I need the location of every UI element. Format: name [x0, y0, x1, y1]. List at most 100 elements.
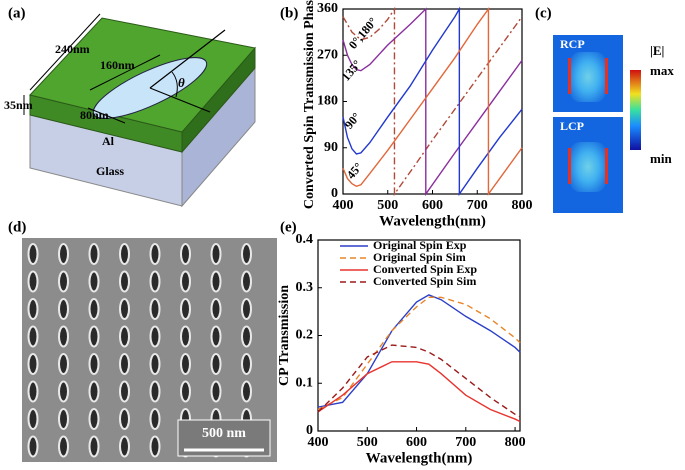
y-axis-label: CP Transmission	[277, 285, 292, 386]
nanohole	[58, 435, 69, 458]
nanohole	[180, 270, 191, 293]
nanohole	[210, 270, 222, 293]
nanohole	[88, 325, 100, 348]
dimension-label: 160nm	[100, 58, 135, 72]
nanohole	[58, 408, 69, 430]
nanohole	[149, 353, 161, 375]
nanohole	[27, 408, 39, 430]
nanohole	[27, 435, 39, 458]
x-tick-label: 500	[377, 198, 398, 213]
nanohole	[27, 298, 39, 320]
nanohole	[88, 243, 100, 265]
field-hotspot	[605, 58, 608, 94]
nanohole	[58, 380, 69, 403]
nanohole	[58, 298, 69, 320]
plot-frame	[342, 8, 523, 195]
nanohole	[149, 270, 161, 293]
map-label: RCP	[560, 37, 585, 51]
nanohole	[88, 435, 100, 458]
nanohole	[180, 353, 191, 375]
x-tick-label: 400	[333, 198, 354, 213]
y-tick-label: 0.1	[296, 375, 314, 390]
chart: 0 90 180 270 360 400 500 600 700 800 Wavelength(nm…	[302, 0, 532, 229]
nanohole	[88, 298, 100, 320]
colorbar-title: |E|	[650, 43, 664, 58]
nanohole	[210, 325, 222, 348]
x-tick-label: 600	[422, 198, 443, 213]
panel-label: (a)	[8, 5, 26, 21]
y-tick-label: 0	[306, 423, 313, 438]
series-line	[342, 7, 523, 197]
dimension-line	[89, 54, 161, 91]
nanohole	[149, 243, 161, 265]
nanohole	[119, 243, 130, 265]
dimension-line	[29, 13, 101, 91]
legend-label: Converted Spin Sim	[373, 274, 476, 288]
y-tick-label: 90	[324, 140, 338, 155]
axis-arrow	[149, 29, 226, 89]
nanohole	[180, 298, 191, 320]
nanohole	[119, 270, 130, 293]
nanohole	[27, 380, 39, 403]
legend-label: Converted Spin Exp	[373, 262, 477, 276]
series-line	[342, 6, 523, 197]
nanohole	[27, 243, 39, 265]
series-line	[342, 6, 523, 197]
nanohole	[88, 408, 100, 430]
y-tick-label: 0.4	[296, 232, 314, 247]
nanohole	[180, 325, 191, 348]
nanohole	[210, 243, 222, 265]
dimension-label: 240nm	[55, 42, 90, 56]
nanohole	[180, 380, 191, 403]
nanohole	[241, 380, 252, 403]
nanohole	[241, 243, 252, 265]
nanohole	[27, 325, 39, 348]
nanohole	[180, 243, 191, 265]
colorbar	[630, 70, 641, 150]
nanohole	[119, 408, 130, 430]
dimension-label: 80nm	[80, 108, 109, 122]
series-line	[317, 361, 521, 423]
nanohole	[27, 270, 39, 293]
x-tick-label: 400	[308, 435, 329, 450]
legend-label: Original Spin Sim	[373, 250, 466, 264]
x-tick-label: 800	[512, 198, 533, 213]
map-label: LCP	[560, 119, 584, 133]
y-tick-label: 0	[331, 186, 338, 201]
nanohole	[88, 380, 100, 403]
nanohole	[241, 298, 252, 320]
x-axis-label: Wavelength(nm)	[366, 450, 473, 466]
field-maps: RCP LCP |E| max min	[553, 35, 674, 213]
nanohole	[58, 325, 69, 348]
x-tick-label: 800	[505, 435, 526, 450]
colorbar-label: min	[650, 151, 672, 166]
colorbar-label: max	[650, 63, 674, 78]
nanohole	[241, 325, 252, 348]
nanohole	[58, 243, 69, 265]
field-pattern	[570, 142, 606, 192]
panel-label: (e)	[280, 219, 297, 235]
angle-arc	[171, 71, 178, 98]
nanohole	[119, 325, 130, 348]
series-line	[342, 6, 523, 197]
field-hotspot	[605, 148, 608, 184]
x-tick-label: 700	[455, 435, 476, 450]
y-tick-label: 270	[317, 47, 338, 62]
layer-label: Al	[102, 134, 115, 148]
y-tick-label: 360	[317, 1, 338, 16]
chart: 0 0.1 0.2 0.3 0.4 400 500 600 700 800 Wavelength(n…	[277, 232, 525, 466]
nanohole	[149, 435, 161, 458]
field-hotspot	[568, 58, 571, 94]
legend-label: Original Spin Exp	[373, 238, 467, 252]
nanohole	[119, 435, 130, 458]
angle-label: θ	[178, 75, 185, 90]
y-tick-label: 180	[317, 94, 338, 109]
dimension-line	[87, 107, 126, 124]
x-axis-label: Wavelength(nm)	[379, 213, 486, 229]
axis-arrow	[149, 87, 211, 113]
nanohole	[241, 270, 252, 293]
nanohole	[149, 408, 161, 430]
series-line	[317, 344, 521, 418]
field-hotspot	[568, 148, 571, 184]
